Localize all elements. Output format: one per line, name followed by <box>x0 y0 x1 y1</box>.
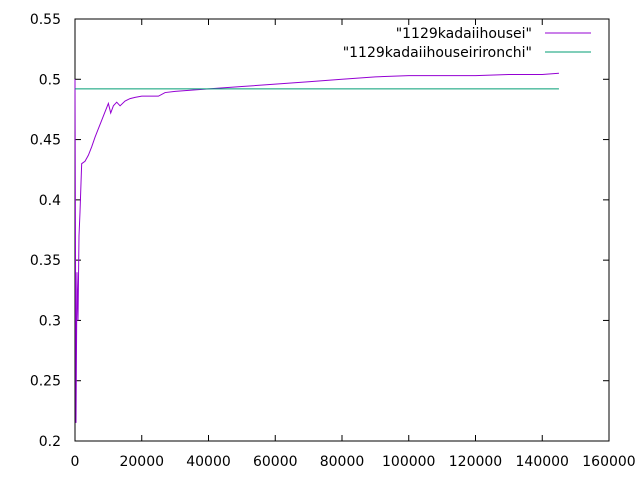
x-tick-label: 40000 <box>186 454 231 470</box>
x-tick-label: 20000 <box>119 454 164 470</box>
series-line-1 <box>74 72 559 423</box>
plot-frame <box>74 18 610 442</box>
y-tick-label: 0.25 <box>30 374 61 390</box>
x-tick-label: 80000 <box>320 454 365 470</box>
series-lines <box>74 72 559 423</box>
x-tick-label: 160000 <box>582 454 635 470</box>
y-tick-label: 0.45 <box>30 133 61 149</box>
x-tick-label: 60000 <box>253 454 298 470</box>
x-tick-labels: 0 20000 40000 60000 80000 100000 120000 140000 1… <box>71 454 636 470</box>
legend-label-1: "1129kadaiihousei" <box>396 26 532 42</box>
y-tick-labels: 0.2 0.25 0.3 0.35 0.4 0.45 0.5 0.55 <box>30 12 61 450</box>
x-tick-label: 140000 <box>516 454 569 470</box>
x-tick-label: 100000 <box>382 454 435 470</box>
y-tick-label: 0.5 <box>39 72 61 88</box>
y-tick-label: 0.4 <box>39 193 61 209</box>
y-tick-label: 0.35 <box>30 253 61 269</box>
x-tick-label: 0 <box>71 454 80 470</box>
y-tick-label: 0.3 <box>39 313 61 329</box>
y-tick-label: 0.55 <box>30 12 61 28</box>
x-tick-label: 120000 <box>449 454 502 470</box>
tick-marks <box>74 18 610 442</box>
legend: "1129kadaiihousei" "1129kadaiihouseiriron… <box>343 26 591 61</box>
y-tick-label: 0.2 <box>39 434 61 450</box>
legend-label-2: "1129kadaiihouseirironchi" <box>343 45 532 61</box>
